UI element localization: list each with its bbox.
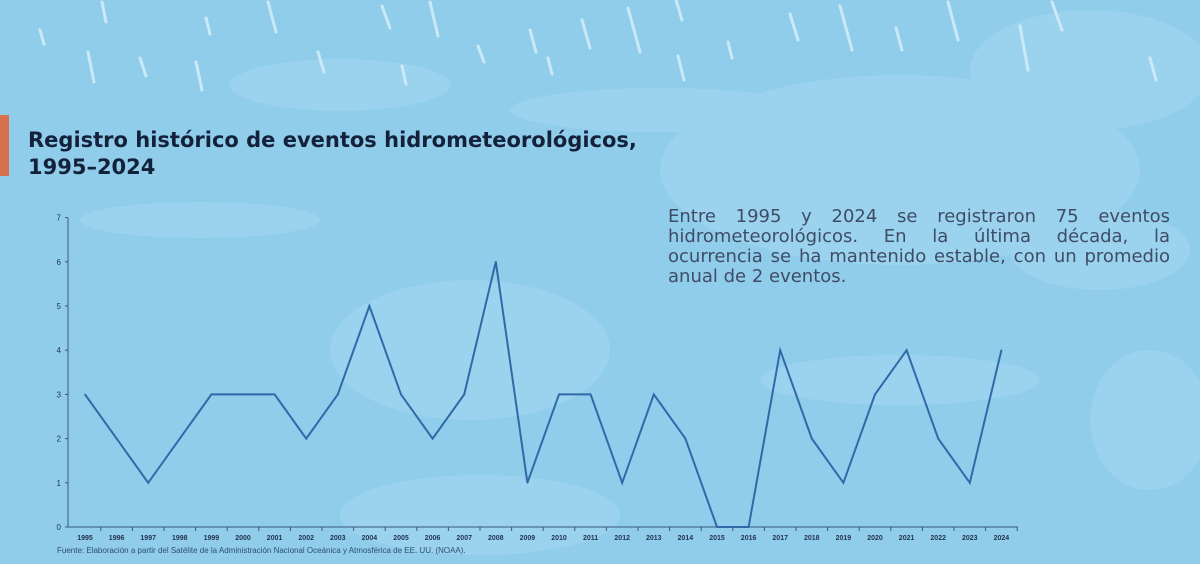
data-point bbox=[400, 393, 402, 396]
title-accent-bar bbox=[0, 115, 9, 176]
description-text: Entre 1995 y 2024 se registraron 75 even… bbox=[668, 206, 1170, 287]
title-line-2: 1995–2024 bbox=[28, 155, 156, 179]
x-tick-label: 2021 bbox=[899, 535, 915, 542]
data-point bbox=[937, 437, 939, 440]
x-tick-label: 1995 bbox=[77, 535, 93, 542]
data-point bbox=[368, 305, 371, 307]
data-point bbox=[526, 482, 529, 484]
y-tick-label: 0 bbox=[57, 523, 62, 532]
data-point bbox=[684, 437, 687, 440]
x-tick-label: 2015 bbox=[709, 535, 725, 542]
y-tick-label: 5 bbox=[57, 302, 62, 311]
x-tick-label: 2002 bbox=[298, 535, 314, 542]
x-tick-label: 2022 bbox=[930, 535, 946, 542]
data-point bbox=[463, 393, 466, 396]
data-point bbox=[273, 393, 276, 396]
data-point bbox=[210, 393, 213, 396]
x-tick-label: 2020 bbox=[867, 535, 883, 542]
data-point bbox=[969, 482, 971, 484]
x-tick-label: 2010 bbox=[551, 535, 567, 542]
x-tick-label: 2019 bbox=[836, 535, 852, 542]
data-point bbox=[811, 437, 813, 440]
x-tick-label: 2014 bbox=[678, 535, 694, 542]
data-point bbox=[242, 393, 244, 396]
data-point bbox=[874, 393, 876, 396]
x-tick-label: 1998 bbox=[172, 535, 188, 542]
data-point bbox=[558, 393, 560, 396]
data-point bbox=[305, 437, 308, 440]
data-point bbox=[337, 393, 339, 396]
x-tick-label: 2023 bbox=[962, 535, 978, 542]
x-tick-label: 2024 bbox=[994, 535, 1010, 542]
data-point bbox=[179, 437, 181, 440]
data-point bbox=[621, 482, 623, 484]
x-tick-label: 2005 bbox=[393, 535, 409, 542]
data-point bbox=[779, 349, 781, 352]
title-line-1: Registro histórico de eventos hidrometeo… bbox=[28, 128, 637, 152]
data-point bbox=[589, 393, 592, 396]
source-note: Fuente: Elaboración a partir del Satélit… bbox=[57, 546, 466, 555]
data-point bbox=[431, 437, 434, 440]
y-tick-label: 4 bbox=[57, 346, 62, 355]
data-point bbox=[716, 526, 718, 528]
x-tick-label: 2012 bbox=[614, 535, 630, 542]
x-tick-label: 2017 bbox=[772, 535, 788, 542]
x-tick-label: 2011 bbox=[583, 535, 598, 542]
y-tick-label: 7 bbox=[57, 214, 62, 223]
x-tick-label: 2009 bbox=[520, 535, 536, 542]
data-point bbox=[653, 393, 655, 396]
y-tick-label: 1 bbox=[57, 479, 62, 488]
x-tick-label: 2004 bbox=[362, 535, 378, 542]
x-tick-label: 1997 bbox=[140, 535, 156, 542]
y-tick-label: 6 bbox=[57, 258, 62, 267]
page-title: Registro histórico de eventos hidrometeo… bbox=[28, 127, 648, 181]
x-tick-label: 1996 bbox=[109, 535, 125, 542]
x-tick-label: 2001 bbox=[267, 535, 283, 542]
series-line bbox=[84, 261, 1003, 528]
x-tick-label: 2016 bbox=[741, 535, 757, 542]
y-tick-label: 3 bbox=[57, 390, 62, 399]
data-point bbox=[842, 482, 845, 484]
x-tick-label: 2007 bbox=[456, 535, 472, 542]
x-tick-label: 2006 bbox=[425, 535, 441, 542]
y-tick-label: 2 bbox=[57, 435, 62, 444]
x-tick-label: 2018 bbox=[804, 535, 820, 542]
data-point bbox=[1000, 349, 1003, 352]
data-point bbox=[84, 393, 86, 396]
x-tick-label: 2003 bbox=[330, 535, 346, 542]
x-tick-label: 1999 bbox=[204, 535, 220, 542]
data-point bbox=[115, 437, 118, 440]
data-point bbox=[747, 526, 750, 528]
data-point bbox=[147, 482, 149, 484]
x-tick-label: 2000 bbox=[235, 535, 251, 542]
data-point bbox=[495, 261, 497, 263]
x-tick-label: 2008 bbox=[488, 535, 504, 542]
x-tick-label: 2013 bbox=[646, 535, 662, 542]
data-point bbox=[905, 349, 908, 352]
